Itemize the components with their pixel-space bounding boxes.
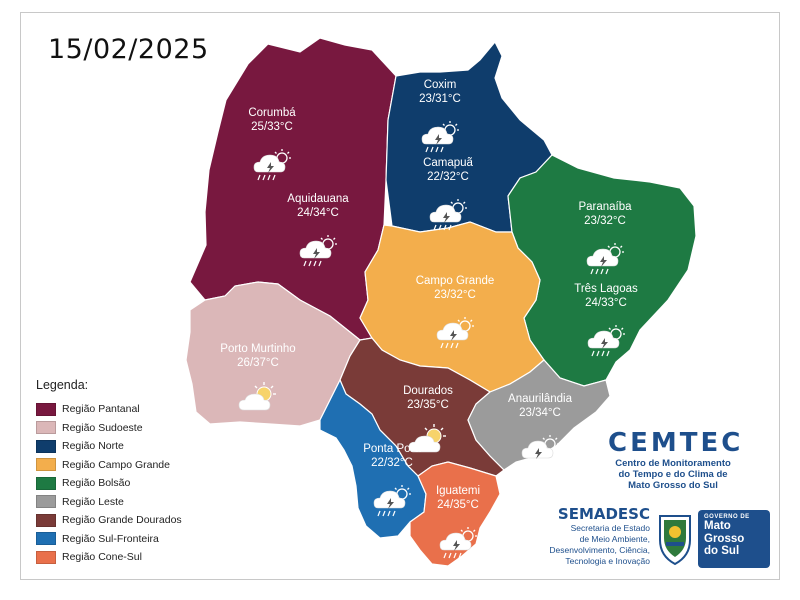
cemtec-subtitle-2: do Tempo e do Clima de — [618, 469, 728, 480]
city-name: Corumbá — [248, 107, 296, 119]
city-temperature: 23/31°C — [419, 93, 461, 105]
legend-item-grande-dourados: Região Grande Dourados — [36, 511, 182, 530]
partly-cloudy-icon — [408, 424, 446, 453]
storm-cloud-icon — [439, 527, 477, 559]
legend-label: Região Campo Grande — [62, 458, 170, 471]
city-temperature: 23/34°C — [519, 407, 561, 419]
region-leste[interactable] — [467, 359, 611, 471]
city-temperature: 24/35°C — [437, 499, 479, 511]
storm-cloud-icon — [586, 243, 624, 275]
cemtec-title: CEMTEC — [608, 428, 744, 458]
legend-swatch — [36, 513, 56, 527]
city-campo-grande: Campo Grande 23/32°C — [416, 275, 495, 349]
region-cone-sul[interactable] — [409, 461, 501, 567]
city-camapuã: Camapuã 22/32°C — [423, 157, 474, 231]
city-aquidauana: Aquidauana 24/34°C — [287, 193, 349, 267]
storm-cloud-icon — [373, 485, 411, 517]
city-name: Iguatemi — [436, 485, 480, 497]
city-name: Paranaíba — [578, 201, 632, 213]
city-name: Dourados — [403, 385, 453, 397]
storm-cloud-icon — [436, 317, 474, 349]
legend-label: Região Bolsão — [62, 477, 131, 490]
legend-swatch — [36, 421, 56, 435]
city-temperature: 22/32°C — [371, 457, 413, 469]
city-iguatemi: Iguatemi 24/35°C — [436, 485, 480, 559]
legend-item-sudoeste: Região Sudoeste — [36, 419, 182, 438]
legend-swatch — [36, 402, 56, 416]
legend-label: Região Grande Dourados — [62, 514, 182, 527]
cemtec-logo: CEMTEC Centro de Monitoramento do Tempo … — [608, 428, 744, 491]
partly-cloudy-icon — [238, 382, 276, 411]
city-temperature: 26/37°C — [237, 357, 279, 369]
storm-cloud-icon — [587, 325, 625, 357]
city-anaurilândia: Anaurilândia 23/34°C — [508, 393, 573, 467]
city-ponta-porã: Ponta Porã 22/32°C — [363, 443, 421, 517]
legend: Legenda: Região Pantanal Região Sudoeste… — [36, 378, 182, 567]
city-temperature: 23/32°C — [584, 215, 626, 227]
legend-item-pantanal: Região Pantanal — [36, 400, 182, 419]
city-name: Aquidauana — [287, 193, 349, 205]
city-corumbá: Corumbá 25/33°C — [248, 107, 296, 181]
legend-swatch — [36, 550, 56, 564]
legend-swatch — [36, 476, 56, 490]
legend-label: Região Pantanal — [62, 403, 140, 416]
legend-item-campo-grande: Região Campo Grande — [36, 456, 182, 475]
legend-label: Região Sul-Fronteira — [62, 532, 159, 545]
city-três-lagoas: Três Lagoas 24/33°C — [574, 283, 638, 357]
legend-item-cone-sul: Região Cone-Sul — [36, 548, 182, 567]
city-temperature: 25/33°C — [251, 121, 293, 133]
cemtec-subtitle-1: Centro de Monitoramento — [615, 458, 731, 469]
gov-name-3: do Sul — [704, 545, 740, 557]
legend-item-sul-fronteira: Região Sul-Fronteira — [36, 530, 182, 549]
storm-cloud-icon — [521, 435, 559, 467]
gov-name-2: Grosso — [704, 532, 745, 545]
semadesc-subtitle-2: de Meio Ambiente, — [579, 534, 650, 544]
legend-swatch — [36, 458, 56, 472]
semadesc-subtitle-1: Secretaria de Estado — [570, 523, 650, 533]
city-temperature: 23/35°C — [407, 399, 449, 411]
cemtec-subtitle-3: Mato Grosso do Sul — [628, 480, 718, 491]
city-temperature: 22/32°C — [427, 171, 469, 183]
state-coat-of-arms-icon — [659, 515, 691, 566]
semadesc-logo: SEMADESC Secretaria de Estado de Meio Am… — [535, 505, 650, 567]
legend-swatch — [36, 532, 56, 546]
legend-label: Região Cone-Sul — [62, 551, 142, 564]
city-temperature: 23/32°C — [434, 289, 476, 301]
city-name: Campo Grande — [416, 275, 495, 287]
city-name: Anaurilândia — [508, 393, 573, 405]
semadesc-title: SEMADESC — [557, 505, 650, 523]
city-temperature: 24/34°C — [297, 207, 339, 219]
storm-cloud-icon — [253, 149, 291, 181]
storm-cloud-icon — [429, 199, 467, 231]
legend-item-norte: Região Norte — [36, 437, 182, 456]
city-name: Porto Murtinho — [220, 343, 295, 355]
legend-swatch — [36, 495, 56, 509]
forecast-date: 15/02/2025 — [48, 34, 209, 65]
legend-item-leste: Região Leste — [36, 493, 182, 512]
semadesc-subtitle-4: Tecnologia e Inovação — [565, 556, 650, 566]
city-coxim: Coxim 23/31°C — [419, 79, 461, 153]
legend-label: Região Leste — [62, 495, 124, 508]
city-name: Camapuã — [423, 157, 473, 169]
city-dourados: Dourados 23/35°C — [403, 385, 453, 453]
city-name: Três Lagoas — [574, 283, 638, 295]
gov-label: GOVERNO DE — [704, 514, 750, 520]
legend-label: Região Sudoeste — [62, 421, 143, 434]
storm-cloud-icon — [299, 235, 337, 267]
city-porto-murtinho: Porto Murtinho 26/37°C — [220, 343, 296, 411]
gov-name-1: Mato — [704, 520, 731, 532]
gov-ms-logo: GOVERNO DE Mato Grosso do Sul — [698, 510, 770, 568]
legend-item-bolsao: Região Bolsão — [36, 474, 182, 493]
city-name: Coxim — [424, 79, 457, 91]
city-name: Ponta Porã — [363, 443, 421, 455]
city-paranaíba: Paranaíba 23/32°C — [578, 201, 632, 275]
map-frame — [20, 12, 780, 580]
city-temperature: 24/33°C — [585, 297, 627, 309]
semadesc-subtitle-3: Desenvolvimento, Ciência, — [549, 545, 650, 555]
legend-title: Legenda: — [36, 378, 89, 392]
storm-cloud-icon — [421, 121, 459, 153]
legend-label: Região Norte — [62, 440, 124, 453]
legend-swatch — [36, 439, 56, 453]
